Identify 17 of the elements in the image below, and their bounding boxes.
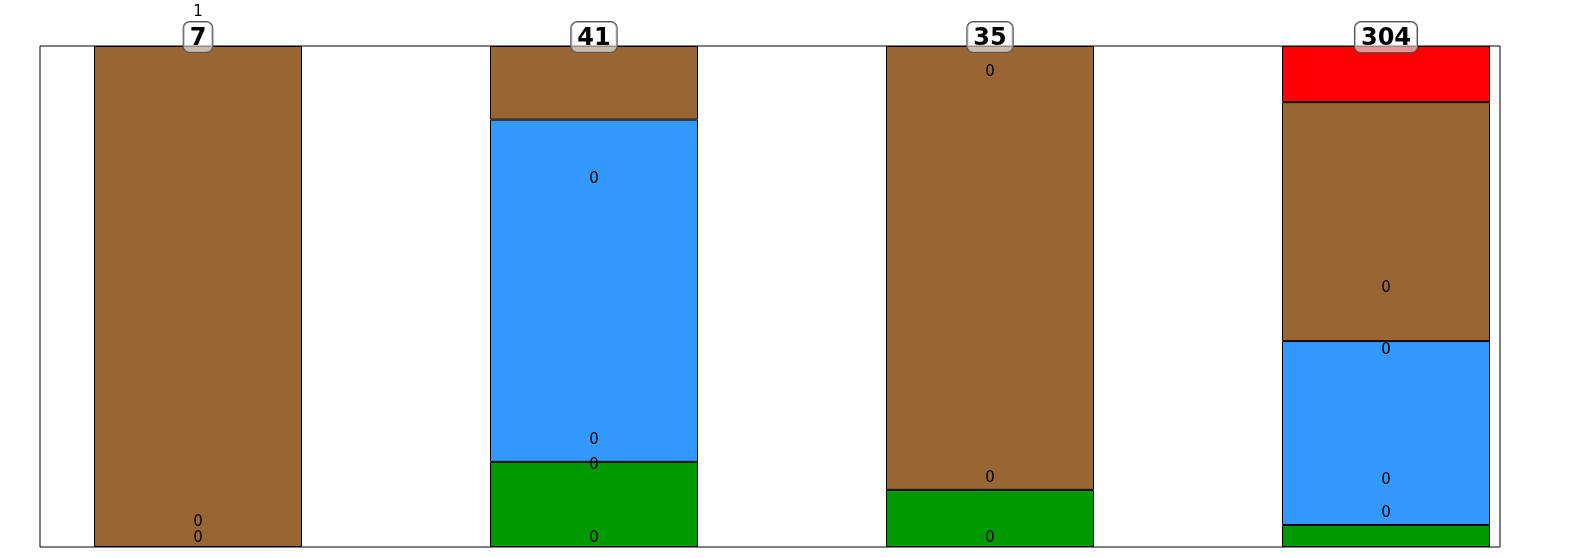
annotation: 0 bbox=[1381, 277, 1391, 296]
text: 1 bbox=[193, 1, 203, 20]
annotation: 7 bbox=[189, 22, 207, 51]
annotation: 0 bbox=[1381, 502, 1391, 521]
annotation: 41 bbox=[577, 22, 611, 51]
annotation: 0 bbox=[1381, 469, 1391, 488]
annotation: 0 bbox=[589, 527, 599, 546]
annotation: 0 bbox=[985, 527, 995, 546]
annotation: 0 bbox=[589, 430, 599, 449]
annotation: 304 bbox=[1360, 22, 1412, 51]
annotation: 0 bbox=[1381, 340, 1391, 359]
annotation: 0 bbox=[193, 527, 203, 546]
annotation: 0 bbox=[193, 511, 203, 530]
annotation: 0 bbox=[985, 62, 995, 81]
annotation: 35 bbox=[973, 22, 1007, 51]
annotation: 0 bbox=[985, 467, 995, 486]
annotation: 0 bbox=[589, 168, 599, 187]
